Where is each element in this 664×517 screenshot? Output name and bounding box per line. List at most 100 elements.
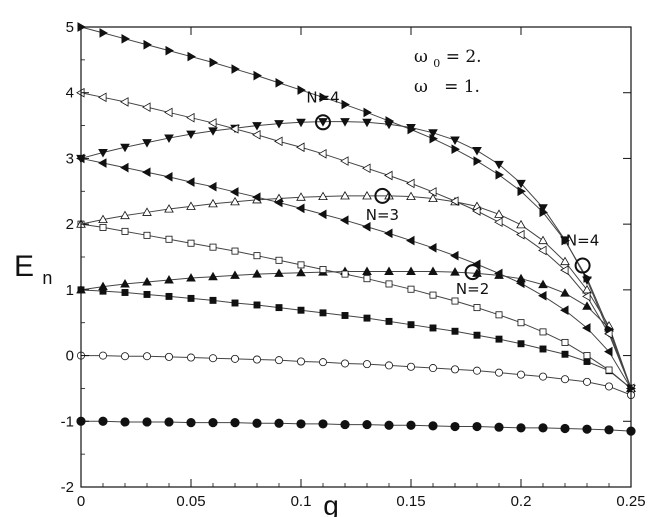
data-point-square-filled bbox=[143, 290, 151, 298]
y-tick-label: 0 bbox=[66, 348, 74, 365]
data-point-triangle-left-filled bbox=[164, 171, 173, 182]
data-point-triangle-up-filled bbox=[120, 278, 130, 288]
annotation-circle bbox=[464, 264, 481, 281]
data-point-square-filled bbox=[407, 321, 415, 329]
y-axis-label-sub: n bbox=[42, 268, 52, 288]
x-axis-label: g bbox=[323, 490, 339, 517]
data-point-circle-filled bbox=[296, 419, 306, 429]
data-point-circle-open bbox=[539, 372, 548, 381]
data-point-circle-filled bbox=[208, 417, 218, 428]
data-point-triangle-right-filled bbox=[253, 70, 262, 81]
data-point-triangle-left-filled bbox=[318, 209, 327, 220]
data-point-square-filled bbox=[209, 296, 217, 304]
data-point-triangle-right-filled bbox=[407, 124, 416, 135]
series-markers bbox=[76, 22, 636, 436]
data-point-triangle-up-filled bbox=[582, 301, 592, 310]
series-line-triangle-right-filled bbox=[80, 26, 632, 389]
annotation-label: N=4 bbox=[566, 232, 599, 250]
data-point-triangle-left-open bbox=[428, 187, 437, 197]
data-point-triangle-right-filled bbox=[143, 39, 152, 50]
data-point-circle-open bbox=[472, 366, 481, 375]
data-point-triangle-right-filled bbox=[605, 324, 614, 335]
data-point-square-open bbox=[561, 338, 569, 346]
data-point-triangle-up-open bbox=[340, 190, 350, 200]
omega-symbol: ω bbox=[414, 77, 428, 97]
data-point-triangle-up-filled bbox=[274, 268, 284, 277]
data-point-triangle-left-filled bbox=[406, 235, 415, 246]
data-point-circle-open bbox=[428, 364, 437, 373]
data-point-triangle-down-filled bbox=[450, 136, 460, 145]
data-point-triangle-right-filled bbox=[341, 99, 350, 110]
data-point-circle-open bbox=[605, 382, 614, 391]
data-point-circle-open bbox=[186, 353, 195, 362]
series-line-circle-filled bbox=[81, 420, 632, 432]
data-point-triangle-left-open bbox=[230, 124, 239, 134]
annotation-circle bbox=[374, 187, 391, 204]
data-point-triangle-left-open bbox=[538, 245, 547, 256]
series-line-triangle-down-filled bbox=[80, 121, 632, 389]
data-point-square-open bbox=[231, 247, 239, 255]
data-point-triangle-down-filled bbox=[472, 147, 482, 156]
data-point-circle-open bbox=[318, 358, 327, 367]
data-point-square-open bbox=[275, 256, 283, 264]
data-point-circle-open bbox=[99, 351, 108, 360]
y-tick-label: -1 bbox=[61, 413, 74, 430]
svg-text:E n: E n bbox=[14, 250, 52, 288]
data-point-triangle-up-open bbox=[164, 204, 174, 213]
annotations: N=4 N=3 N=2 N=4 bbox=[306, 88, 599, 298]
data-point-square-open bbox=[297, 261, 305, 269]
data-point-square-open bbox=[319, 266, 327, 273]
data-point-triangle-up-filled bbox=[384, 266, 394, 275]
data-point-triangle-left-open bbox=[472, 206, 481, 216]
data-point-square-open bbox=[495, 311, 503, 319]
x-tick-label: 0.25 bbox=[616, 493, 645, 510]
annotation-circle bbox=[574, 257, 591, 274]
data-point-triangle-up-open bbox=[120, 210, 130, 220]
data-point-triangle-down-filled bbox=[296, 118, 306, 128]
data-point-triangle-left-filled bbox=[362, 221, 371, 232]
data-point-circle-open bbox=[406, 362, 415, 371]
data-point-square-filled bbox=[363, 314, 371, 322]
x-tick-label: 0.1 bbox=[291, 493, 312, 510]
data-point-triangle-left-filled bbox=[582, 323, 591, 333]
data-point-circle-open bbox=[121, 352, 130, 361]
omega0-parameter: ω 0 = 2. bbox=[414, 47, 482, 72]
data-point-triangle-down-filled bbox=[120, 143, 130, 153]
data-point-triangle-left-open bbox=[164, 107, 173, 118]
data-point-circle-filled bbox=[252, 418, 262, 428]
data-point-square-filled bbox=[319, 309, 327, 317]
omega0-symbol: ω bbox=[414, 47, 428, 67]
data-point-circle-open bbox=[274, 356, 283, 365]
data-point-triangle-left-open bbox=[340, 156, 349, 166]
data-point-circle-filled bbox=[274, 418, 284, 428]
data-point-circle-open bbox=[208, 354, 217, 363]
data-point-triangle-up-filled bbox=[142, 277, 152, 286]
data-point-triangle-up-filled bbox=[428, 266, 438, 275]
data-point-triangle-left-open bbox=[582, 291, 591, 302]
data-point-triangle-left-filled bbox=[494, 268, 503, 279]
data-point-triangle-right-filled bbox=[451, 144, 460, 155]
data-point-square-filled bbox=[253, 301, 261, 309]
data-point-triangle-down-filled bbox=[208, 127, 218, 136]
y-axis-label-main: E bbox=[14, 250, 34, 283]
data-point-triangle-up-filled bbox=[164, 275, 174, 284]
data-point-triangle-up-filled bbox=[252, 269, 262, 278]
data-point-circle-open bbox=[252, 355, 261, 364]
data-point-square-open bbox=[517, 319, 525, 327]
data-point-triangle-left-open bbox=[120, 97, 129, 107]
data-point-triangle-up-open bbox=[406, 191, 416, 201]
data-point-square-open bbox=[451, 297, 459, 305]
data-point-square-open bbox=[253, 252, 261, 260]
data-point-square-filled bbox=[231, 299, 239, 307]
data-point-triangle-right-filled bbox=[561, 235, 570, 246]
data-point-triangle-left-filled bbox=[98, 158, 107, 168]
data-point-triangle-right-filled bbox=[539, 207, 548, 218]
data-point-triangle-left-filled bbox=[186, 177, 195, 187]
series-line-circle-open bbox=[81, 355, 632, 396]
data-point-triangle-up-open bbox=[296, 192, 306, 201]
data-point-circle-filled bbox=[384, 420, 394, 430]
data-point-circle-filled bbox=[164, 417, 174, 427]
svg-text:ω 0 = 2.: ω 0 = 2. bbox=[414, 47, 482, 72]
data-point-circle-filled bbox=[362, 419, 372, 430]
